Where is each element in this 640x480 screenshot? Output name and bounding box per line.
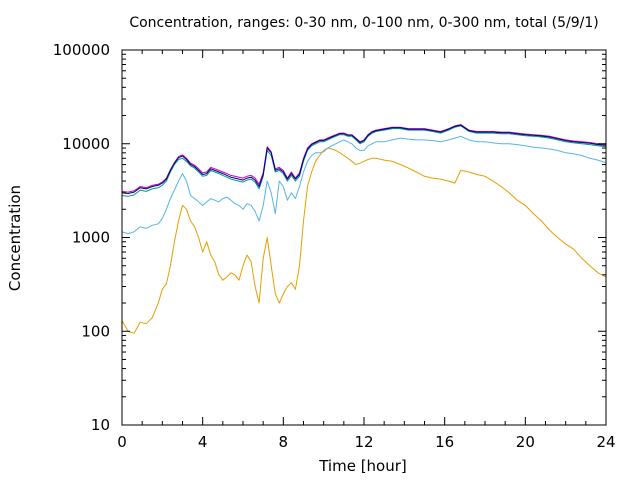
x-tick-label: 16 [435,433,454,451]
series-line-0 [121,147,607,334]
x-tick-label: 24 [596,433,615,451]
x-tick-label: 8 [279,433,289,451]
x-tick-label: 12 [354,433,373,451]
x-tick-label: 0 [117,433,127,451]
series-line-3 [121,124,607,193]
chart-title: Concentration, ranges: 0-30 nm, 0-100 nm… [129,15,598,31]
x-tick-label: 4 [198,433,208,451]
y-tick-label: 10 [91,416,110,434]
series-line-4 [121,124,607,194]
series-layer [121,124,607,334]
x-axis-title: Time [hour] [318,457,407,475]
y-tick-label: 10000 [62,135,110,153]
series-line-1 [121,135,607,235]
tick-layer: 0 4 8 12 16 20 24 10 100 1000 10000 100000 [53,41,616,451]
series-line-2 [121,125,607,197]
y-tick-label: 100 [81,322,110,340]
plot-frame [121,49,607,426]
x-tick-label: 20 [516,433,535,451]
y-axis-title: Concentration [6,185,24,291]
y-tick-label: 100000 [53,41,110,59]
y-tick-label: 1000 [72,229,110,247]
